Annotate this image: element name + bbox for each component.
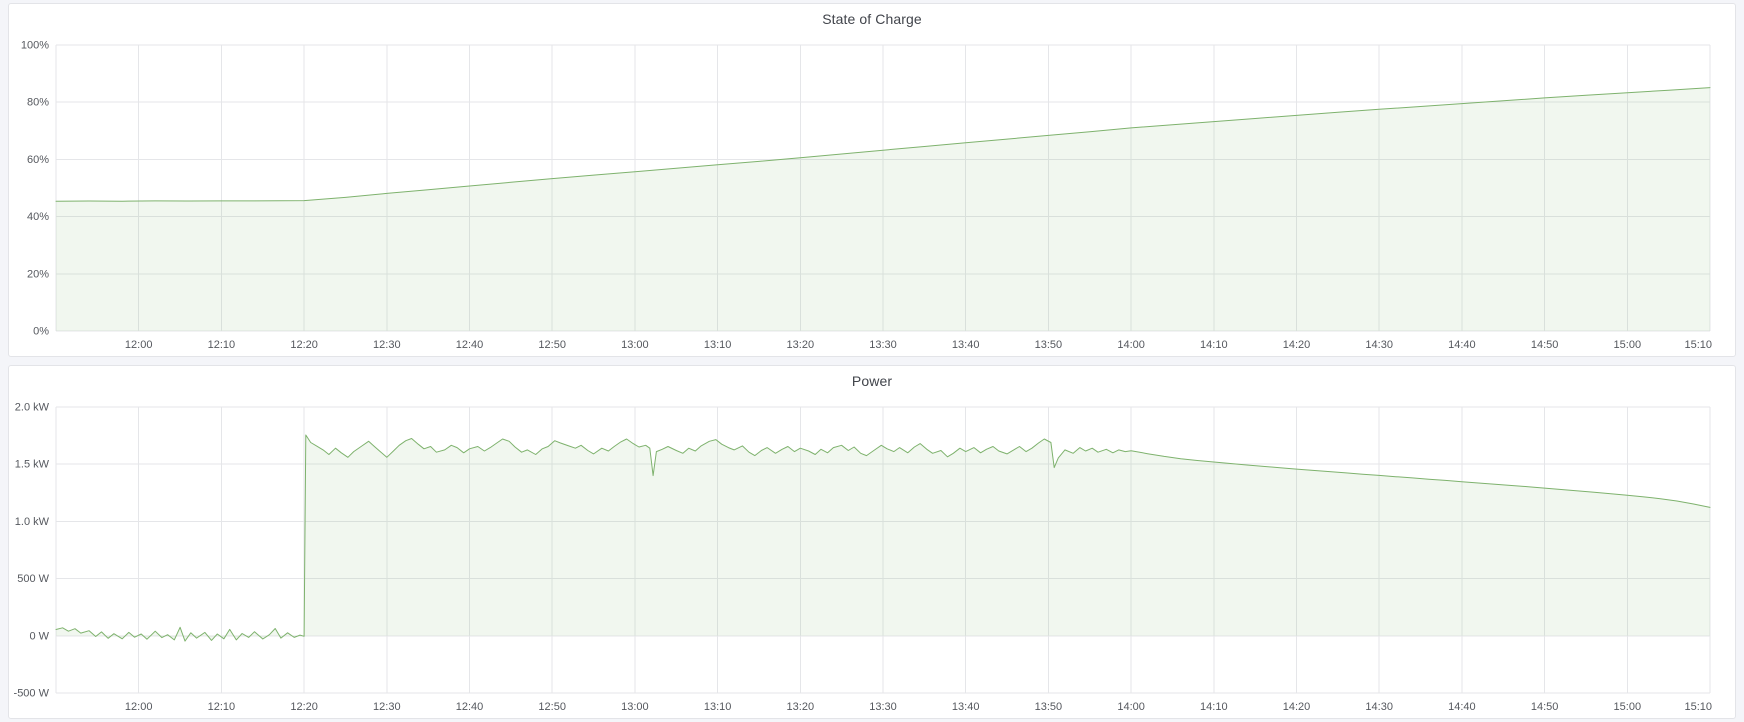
power-chart[interactable]: -500 W 0 W 500 W 1.0 kW 1.5 kW 2.0 kW 12:00 12:…	[9, 366, 1735, 718]
svg-text:12:20: 12:20	[290, 701, 318, 713]
svg-text:14:00: 14:00	[1117, 339, 1145, 351]
panel-title-state-of-charge[interactable]: State of Charge	[822, 11, 922, 27]
svg-text:14:30: 14:30	[1365, 339, 1393, 351]
svg-text:13:20: 13:20	[787, 701, 815, 713]
svg-text:12:50: 12:50	[538, 701, 566, 713]
state-of-charge-chart[interactable]: 0% 20% 40% 60% 80% 100% 12:00 12:10 12:20 12:30 12…	[9, 4, 1735, 356]
svg-text:0 W: 0 W	[29, 630, 49, 642]
svg-text:15:00: 15:00	[1614, 701, 1642, 713]
svg-text:12:30: 12:30	[373, 701, 401, 713]
svg-text:12:50: 12:50	[538, 339, 566, 351]
svg-text:14:50: 14:50	[1531, 701, 1559, 713]
svg-text:13:40: 13:40	[952, 339, 980, 351]
svg-text:13:50: 13:50	[1035, 339, 1063, 351]
svg-text:13:50: 13:50	[1035, 701, 1063, 713]
svg-text:13:30: 13:30	[869, 701, 897, 713]
svg-text:12:30: 12:30	[373, 339, 401, 351]
svg-text:13:30: 13:30	[869, 339, 897, 351]
svg-text:14:40: 14:40	[1448, 701, 1476, 713]
svg-text:15:10: 15:10	[1684, 701, 1712, 713]
svg-text:12:00: 12:00	[125, 339, 153, 351]
svg-text:40%: 40%	[27, 211, 49, 223]
svg-text:1.5 kW: 1.5 kW	[15, 459, 50, 471]
svg-text:14:00: 14:00	[1117, 701, 1145, 713]
svg-text:14:40: 14:40	[1448, 339, 1476, 351]
svg-text:-500 W: -500 W	[14, 688, 50, 700]
svg-text:80%: 80%	[27, 97, 49, 109]
svg-text:2.0 kW: 2.0 kW	[15, 402, 50, 414]
svg-text:500 W: 500 W	[17, 573, 49, 585]
panel-power: Power -500 W 0 W 500 W 1.0 kW 1.5 kW 2.0 kW 12…	[8, 365, 1736, 719]
svg-text:14:20: 14:20	[1283, 339, 1311, 351]
svg-text:12:10: 12:10	[208, 701, 236, 713]
svg-text:12:00: 12:00	[125, 701, 153, 713]
svg-text:14:10: 14:10	[1200, 339, 1228, 351]
svg-text:13:10: 13:10	[704, 701, 732, 713]
svg-text:12:40: 12:40	[456, 339, 484, 351]
svg-text:12:40: 12:40	[456, 701, 484, 713]
svg-text:1.0 kW: 1.0 kW	[15, 516, 50, 528]
svg-text:12:20: 12:20	[290, 339, 318, 351]
svg-text:100%: 100%	[21, 40, 49, 52]
svg-text:14:50: 14:50	[1531, 339, 1559, 351]
panel-title-power[interactable]: Power	[851, 373, 893, 389]
svg-text:60%: 60%	[27, 154, 49, 166]
svg-text:13:00: 13:00	[621, 339, 649, 351]
svg-text:14:10: 14:10	[1200, 701, 1228, 713]
svg-text:0%: 0%	[33, 326, 49, 338]
svg-text:13:10: 13:10	[704, 339, 732, 351]
svg-text:20%: 20%	[27, 268, 49, 280]
svg-text:15:00: 15:00	[1614, 339, 1642, 351]
svg-text:12:10: 12:10	[208, 339, 236, 351]
panel-state-of-charge: State of Charge 0% 20% 40% 60% 80% 100% 12:00 1…	[8, 3, 1736, 357]
svg-text:13:00: 13:00	[621, 701, 649, 713]
svg-text:14:20: 14:20	[1283, 701, 1311, 713]
svg-text:13:20: 13:20	[787, 339, 815, 351]
svg-text:13:40: 13:40	[952, 701, 980, 713]
svg-text:14:30: 14:30	[1365, 701, 1393, 713]
svg-text:15:10: 15:10	[1684, 339, 1712, 351]
